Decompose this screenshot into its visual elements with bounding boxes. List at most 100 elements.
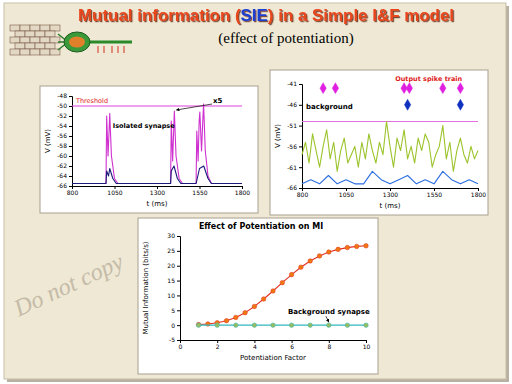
tick-mark [69, 146, 72, 147]
tick: 4 [253, 340, 257, 350]
spike-tick [112, 46, 113, 53]
series-line [302, 121, 478, 122]
series-line [302, 171, 478, 183]
tick: 20 [167, 262, 180, 269]
axis-line [299, 85, 303, 189]
tick-label: 800 [67, 189, 79, 196]
axis-line [177, 237, 181, 341]
tick: -61 [287, 164, 302, 171]
title-part: SIE [241, 6, 268, 25]
tick: -41 [287, 80, 302, 87]
tick: 800 [297, 188, 309, 198]
tick-label: 1050 [339, 191, 354, 198]
tick-label: -62 [57, 162, 67, 169]
tick: 1050 [107, 186, 122, 196]
marker [457, 99, 463, 110]
marker [336, 247, 341, 252]
brick [30, 49, 40, 55]
annotation: Isolated synapse [113, 122, 175, 130]
tick: 1300 [383, 188, 398, 198]
spike-tick [104, 46, 105, 53]
axis-line [181, 341, 367, 344]
tick-mark [69, 156, 72, 157]
marker [261, 297, 266, 302]
axon [86, 41, 132, 44]
marker [345, 245, 350, 250]
tick: -46 [287, 101, 302, 108]
chart-title: Effect of Potentiation on MI [199, 222, 323, 231]
marker [327, 323, 332, 328]
tick: -56 [287, 143, 302, 150]
x-axis-title: t (ms) [147, 200, 168, 208]
tick-mark [177, 325, 180, 326]
title-part: ) in a Simple I&F model [268, 6, 454, 25]
brick [15, 31, 25, 37]
marker [215, 323, 220, 328]
marker [317, 254, 322, 259]
x-axis: 8001050130015501800 [297, 188, 487, 198]
brick [10, 37, 20, 43]
chart-panel [270, 70, 488, 215]
tick-label: -61 [287, 164, 297, 171]
brick [40, 49, 50, 55]
series-line [72, 105, 242, 106]
tick: -58 [57, 142, 72, 149]
marker [406, 83, 412, 94]
tick: 1550 [427, 188, 442, 198]
marker [196, 322, 201, 327]
axis-line [69, 97, 73, 187]
tick: -48 [57, 92, 72, 99]
tick-label: 8 [327, 343, 331, 350]
tick: -64 [57, 172, 72, 179]
tick-mark [177, 251, 180, 252]
tick-label: 0 [171, 322, 175, 329]
tick-mark [69, 106, 72, 107]
tick: 5 [171, 307, 180, 314]
slide-subtitle: (effect of potentiation) [218, 30, 354, 47]
neuron-diagram [10, 25, 132, 55]
tick-label: -46 [287, 101, 297, 108]
brick [40, 37, 50, 43]
tick-label: 1800 [235, 189, 250, 196]
tick-label: 1550 [192, 189, 207, 196]
marker [308, 323, 313, 328]
tick-label: 20 [167, 262, 175, 269]
tick-label: -41 [287, 80, 297, 87]
brick [20, 49, 30, 55]
tick-label: 1550 [427, 191, 442, 198]
slide-background [4, 3, 506, 379]
tick: 2 [216, 340, 220, 350]
tick-mark [299, 167, 302, 168]
tick-label: 1300 [383, 191, 398, 198]
x-axis-title: t (ms) [380, 202, 401, 210]
page-background [0, 0, 512, 384]
watermark: Do not copy [9, 248, 128, 322]
brick [45, 43, 55, 49]
tick-mark [177, 266, 180, 267]
marker [271, 289, 276, 294]
marker [345, 323, 350, 328]
y-axis-title: V (mV) [274, 124, 282, 148]
x-axis: 8001050130015501800 [67, 186, 251, 196]
tick-label: -56 [57, 132, 67, 139]
brick [35, 31, 45, 37]
marker [457, 83, 463, 94]
brick [20, 37, 30, 43]
marker [234, 323, 239, 328]
tick-label: -48 [57, 92, 67, 99]
marker [332, 83, 338, 94]
annotation: x5 [213, 97, 223, 105]
tick-mark [299, 84, 302, 85]
series-line [72, 166, 242, 184]
tick-label: 1050 [107, 189, 122, 196]
marker [234, 315, 239, 320]
tick-label: 10 [363, 343, 371, 350]
marker [364, 244, 369, 249]
y-axis: -5051015202530 [167, 232, 180, 343]
tick-label: -51 [287, 122, 297, 129]
tick: -52 [57, 112, 72, 119]
brick [25, 43, 35, 49]
tick: 1050 [339, 188, 354, 198]
series-line [302, 121, 478, 171]
slide-canvas: Mutual information (SIE) in a Simple I&F… [0, 0, 512, 384]
